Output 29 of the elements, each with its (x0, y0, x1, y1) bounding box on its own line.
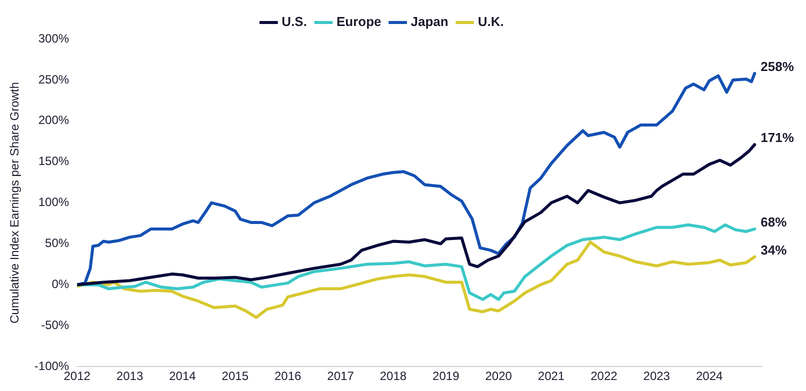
x-tick-label: 2022 (590, 369, 618, 384)
x-tick-label: 2023 (643, 369, 670, 384)
x-tick-label: 2014 (169, 369, 196, 384)
x-tick-label: 2021 (538, 369, 565, 384)
data-label: 171% (760, 130, 794, 146)
x-tick-label: 2017 (327, 369, 354, 384)
legend-label: Europe (336, 14, 382, 30)
data-label: 34% (760, 242, 788, 258)
x-tick-label: 2015 (222, 369, 249, 384)
y-tick-label: 0% (52, 277, 70, 292)
data-label: 258% (760, 58, 794, 74)
y-tick-label: 250% (38, 72, 70, 86)
x-tick-label: 2013 (116, 369, 144, 384)
x-tick-label: 2018 (380, 369, 407, 384)
x-tick-label: 2020 (485, 369, 512, 384)
y-tick-label: 150% (38, 154, 70, 168)
legend-label: Japan (410, 14, 448, 30)
y-axis-title: Cumulative Index Earnings per Share Growth (8, 82, 22, 324)
y-tick-label: 50% (45, 236, 70, 250)
data-label: 68% (760, 214, 788, 230)
legend-label: U.S. (282, 14, 307, 30)
y-tick-label: 100% (38, 195, 70, 210)
x-tick-label: 2019 (432, 369, 460, 384)
legend-label: U.K. (478, 14, 504, 30)
y-tick-label: 200% (38, 113, 70, 128)
x-tick-label: 2024 (696, 369, 723, 384)
y-tick-label: -50% (41, 318, 70, 332)
x-tick-label: 2016 (274, 369, 302, 384)
y-tick-label: 300% (38, 31, 70, 46)
